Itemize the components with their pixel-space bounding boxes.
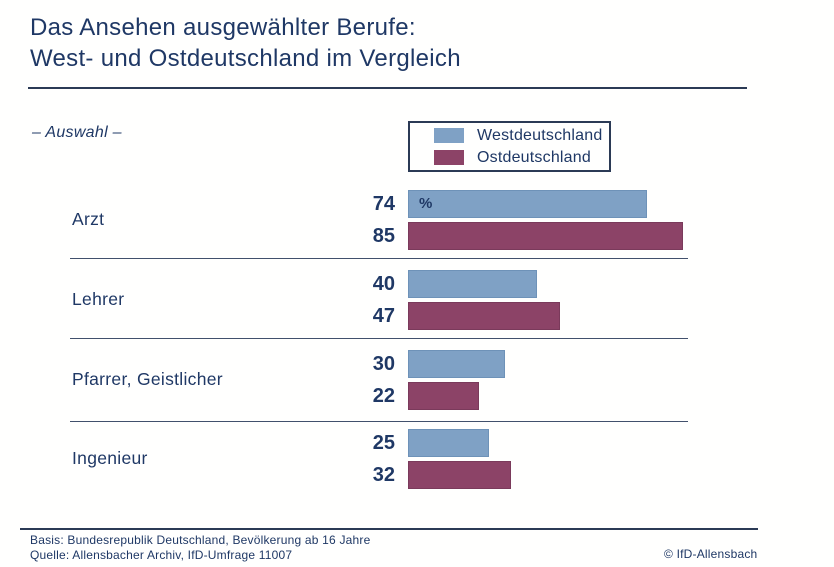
bar-row-east: 85 <box>0 222 834 250</box>
legend-swatch-west-icon <box>434 128 464 143</box>
bar-row-west: 25 <box>0 429 834 457</box>
legend-label-east: Ostdeutschland <box>477 148 591 166</box>
footer-basis-text: Basis: Bundesrepublik Deutschland, Bevöl… <box>30 533 371 547</box>
value-label: 32 <box>372 464 395 486</box>
bar-row-west: 74% <box>0 190 834 218</box>
bar-ostdeutschland <box>408 382 479 410</box>
bar-ostdeutschland <box>408 222 683 250</box>
value-label: 25 <box>372 432 395 454</box>
footer-divider <box>20 528 758 530</box>
bar-row-east: 32 <box>0 461 834 489</box>
value-label: 85 <box>372 225 395 247</box>
value-label: 30 <box>372 353 395 375</box>
legend-item-ostdeutschland: Ostdeutschland <box>434 149 609 167</box>
bar-westdeutschland <box>408 270 537 298</box>
title-line-2: West- und Ostdeutschland im Vergleich <box>30 45 461 72</box>
percent-unit-label: % <box>419 195 433 212</box>
bar-row-east: 22 <box>0 382 834 410</box>
value-label: 47 <box>372 305 395 327</box>
value-label: 40 <box>372 273 395 295</box>
bar-ostdeutschland <box>408 461 511 489</box>
title-line-1: Das Ansehen ausgewählter Berufe: <box>30 14 416 41</box>
subtitle-auswahl: – Auswahl – <box>32 124 122 141</box>
page-title: Das Ansehen ausgewählter Berufe: West- u… <box>30 12 461 74</box>
legend-swatch-east-icon <box>434 150 464 165</box>
footer-copyright-text: © IfD-Allensbach <box>664 547 758 561</box>
bar-ostdeutschland <box>408 302 560 330</box>
group-divider-3 <box>70 421 688 422</box>
value-label: 22 <box>372 385 395 407</box>
footer-source-text: Quelle: Allensbacher Archiv, IfD-Umfrage… <box>30 548 293 562</box>
category-label: Pfarrer, Geistlicher <box>72 369 223 389</box>
chart-group-2: Lehrer 40 47 <box>0 270 834 330</box>
bar-westdeutschland: % <box>408 190 647 218</box>
group-divider-1 <box>70 258 688 259</box>
bar-westdeutschland <box>408 429 489 457</box>
group-divider-2 <box>70 338 688 339</box>
bar-westdeutschland <box>408 350 505 378</box>
bar-row-west: 30 <box>0 350 834 378</box>
category-label: Ingenieur <box>72 448 148 468</box>
category-label: Arzt <box>72 209 105 229</box>
bar-row-east: 47 <box>0 302 834 330</box>
chart-group-3: Pfarrer, Geistlicher 30 22 <box>0 350 834 410</box>
category-label: Lehrer <box>72 289 125 309</box>
grouped-bar-chart: Arzt 74% 85 Lehrer 40 47 Pfarrer, Geistlicher 3… <box>0 190 834 500</box>
legend-label-west: Westdeutschland <box>477 126 603 144</box>
value-label: 74 <box>372 193 395 215</box>
bar-row-west: 40 <box>0 270 834 298</box>
chart-group-4: Ingenieur 25 32 <box>0 429 834 489</box>
title-divider <box>28 87 747 89</box>
chart-group-1: Arzt 74% 85 <box>0 190 834 250</box>
legend-item-westdeutschland: Westdeutschland <box>434 127 609 145</box>
legend: Westdeutschland Ostdeutschland <box>408 121 611 172</box>
